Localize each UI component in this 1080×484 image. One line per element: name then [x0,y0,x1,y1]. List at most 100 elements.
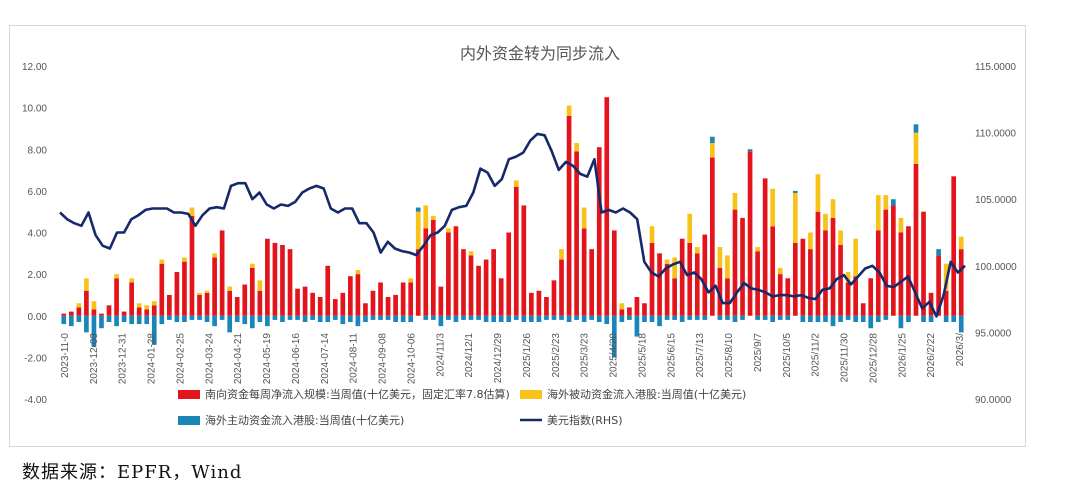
bar-series-2 [393,315,398,322]
bar-series-0 [242,284,248,316]
bar-series-0 [958,249,964,316]
bar-series-2 [611,315,617,358]
bar-series-0 [725,278,730,316]
x-tick-label: 2024-07-14 [320,333,331,385]
bar-series-2 [212,315,217,327]
bar-series-0 [732,209,738,316]
bar-series-0 [302,286,308,316]
bar-series-0 [197,294,202,316]
bar-series-2 [461,315,466,320]
usd-index-line-layer [59,132,966,318]
bar-series-2 [596,315,602,322]
bar-series-2 [536,315,542,322]
legend-label: 南向资金每周净流入规模:当周值(十亿美元，固定汇率7.8估算) [205,387,510,401]
bar-series-0 [891,205,896,316]
bar-series-2 [853,315,858,322]
bar-series-2 [747,149,753,152]
bar-series-1 [84,278,89,291]
bar-series-0 [332,299,338,316]
bar-series-0 [340,292,346,316]
x-tick-label: 2025/2/23 [551,333,562,378]
bar-series-0 [204,292,210,316]
bar-series-1 [830,199,836,218]
bar-series-0 [272,242,278,316]
bar-series-0 [634,297,640,316]
bar-series-0 [99,313,104,316]
legend-swatch [178,390,200,399]
bar-series-1 [770,188,776,227]
bar-series-1 [823,213,828,231]
bar-series-2 [136,315,142,325]
bar-series-0 [257,290,263,316]
x-tick-label: 2026/3/ [955,333,966,367]
bar-series-0 [76,307,82,316]
x-tick-label: 2024/11/3 [435,333,446,377]
bar-series-2 [860,315,866,322]
bar-series-0 [755,251,760,316]
bar-series-0 [574,151,579,316]
source-note: 数据来源：EPFR，Wind [22,462,243,483]
bar-series-1 [430,215,436,221]
x-axis-ticks: 2023-11-0 2023-12-03 2023-12-31 2024-01-28 2… [60,333,966,385]
bar-series-0 [913,163,919,316]
bar-series-2 [619,315,625,322]
bar-series-1 [777,267,783,275]
bar-series-2 [446,315,451,320]
bar-series-2 [76,315,82,322]
bar-series-2 [272,315,278,320]
bar-series-0 [84,290,89,316]
bar-series-0 [664,263,670,316]
bar-series-1 [189,207,195,216]
x-tick-label: 2024-08-11 [349,333,360,384]
bar-series-2 [589,315,595,320]
x-tick-label: 2023-12-31 [118,333,129,385]
bar-series-2 [559,315,564,320]
bar-series-2 [845,315,851,320]
bar-series-1 [755,247,760,252]
bar-series-2 [340,315,346,325]
bar-series-1 [732,192,738,210]
bar-series-1 [725,255,730,279]
bar-series-2 [204,315,210,322]
bar-series-2 [936,249,941,256]
x-tick-label: 2024-01-28 [147,333,158,385]
bar-series-2 [129,315,134,325]
bar-series-2 [438,315,444,327]
bar-series-0 [808,249,813,316]
bar-series-1 [513,180,519,187]
bar-series-1 [423,205,429,229]
bar-series-1 [151,301,157,306]
bar-series-1 [883,195,889,210]
bar-series-0 [438,286,444,316]
bar-series-2 [415,207,421,212]
bar-series-2 [717,315,723,320]
bar-series-0 [770,226,776,316]
bar-series-2 [121,315,127,322]
bar-series-0 [951,176,957,316]
bar-series-0 [611,230,617,316]
bar-series-2 [687,315,693,320]
bar-series-0 [415,249,421,316]
bar-series-0 [687,242,693,316]
bar-series-2 [898,315,904,329]
bar-series-1 [566,105,572,116]
bar-series-1 [838,230,843,245]
bar-series-2 [219,315,225,320]
bar-series-2 [159,315,165,325]
bar-series-1 [875,195,881,231]
bar-series-2 [167,315,172,320]
x-tick-label: 2025/4/20 [609,333,620,378]
bar-series-2 [265,315,270,327]
bar-series-2 [513,315,519,320]
bar-series-1 [182,257,187,262]
x-tick-label: 2024-04-21 [233,333,244,385]
bar-series-0 [792,242,798,316]
bar-series-0 [710,157,715,316]
bar-series-1 [672,257,677,279]
x-tick-label: 2026/2/22 [926,333,937,378]
bar-series-1 [694,247,700,254]
bar-series-0 [513,186,519,316]
bar-series-0 [717,267,723,316]
bar-series-0 [453,226,459,316]
